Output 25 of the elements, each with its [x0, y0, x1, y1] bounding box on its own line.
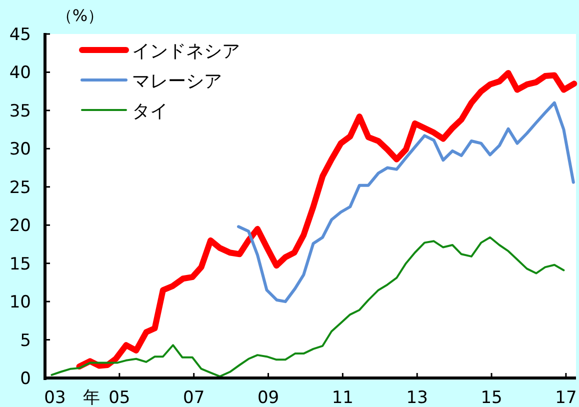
legend-label: インドネシア [132, 41, 240, 62]
y-tick-label: 30 [9, 140, 31, 160]
line-series [50, 236, 565, 378]
y-tick-label: 20 [9, 216, 31, 236]
x-tick-label: 07 [183, 388, 205, 407]
x-tick-label: 09 [257, 388, 280, 407]
y-tick-label: 10 [9, 292, 31, 313]
line-series [237, 101, 575, 304]
y-tick-label: 15 [9, 254, 31, 274]
y-tick-label: 40 [9, 63, 31, 84]
x-tick-label: 13 [406, 388, 428, 407]
x-tick-label: 03 [44, 388, 66, 407]
x-tick-label: 15 [480, 388, 502, 407]
y-tick-label: 0 [20, 369, 31, 389]
x-tick-label: 11 [332, 388, 354, 407]
y-axis-title: （%） [56, 6, 104, 25]
x-tick-label: 17 [555, 388, 577, 407]
y-tick-label: 35 [9, 101, 31, 122]
legend-label: タイ [132, 101, 168, 122]
x-tick-label: 05 [108, 388, 130, 407]
x-axis-title: 年 [83, 388, 100, 407]
y-tick-label: 25 [9, 178, 31, 198]
y-tick-label: 5 [20, 330, 31, 351]
y-tick-label: 45 [9, 25, 31, 45]
legend-label: マレーシア [132, 71, 222, 92]
